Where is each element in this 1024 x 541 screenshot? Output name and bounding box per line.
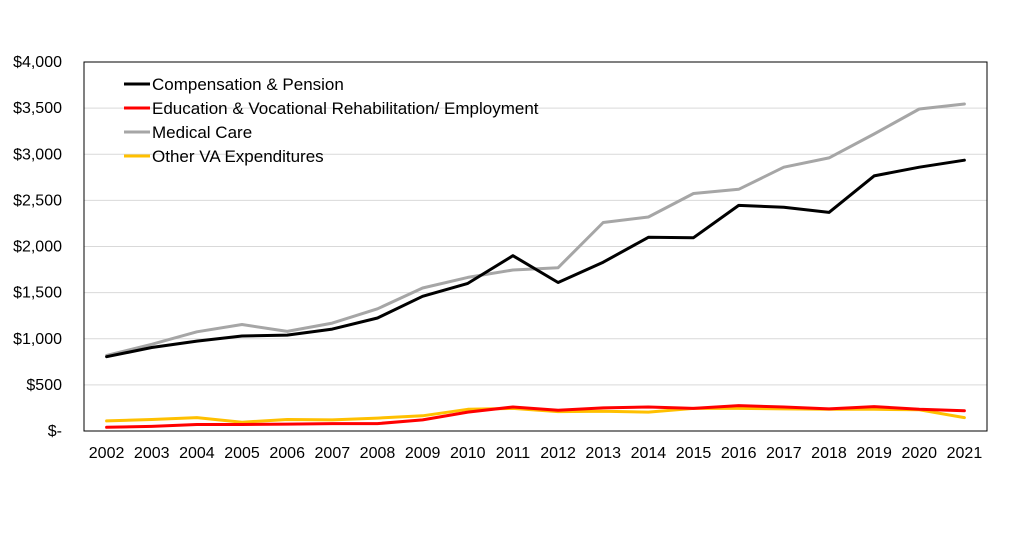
x-tick-label: 2021 (947, 445, 983, 462)
y-tick-label: $- (48, 423, 62, 440)
legend-label: Compensation & Pension (152, 75, 344, 94)
x-tick-label: 2008 (360, 445, 396, 462)
x-tick-label: 2013 (585, 445, 621, 462)
y-tick-label: $3,000 (13, 146, 62, 163)
x-tick-label: 2010 (450, 445, 486, 462)
x-axis-tick-labels: 2002 2003 2004 2005 2006 2007 2008 2009 2010 2011… (89, 445, 983, 462)
x-tick-label: 2017 (766, 445, 802, 462)
series-lines (105, 102, 966, 429)
y-tick-label: $4,000 (13, 54, 62, 71)
y-axis-tick-labels: $- $500 $1,000 $1,500 $2,000 $2,500 $3,000 $3,5… (13, 54, 62, 440)
x-tick-label: 2019 (856, 445, 892, 462)
x-tick-label: 2004 (179, 445, 215, 462)
x-tick-label: 2015 (676, 445, 712, 462)
legend: Compensation & Pension Education & Vocati… (124, 75, 539, 166)
x-tick-label: 2016 (721, 445, 757, 462)
legend-label: Medical Care (152, 123, 252, 142)
x-tick-label: 2018 (811, 445, 847, 462)
plot-area-border (83, 61, 988, 432)
x-tick-label: 2012 (540, 445, 576, 462)
gridlines (84, 107, 987, 386)
x-tick-label: 2009 (405, 445, 441, 462)
legend-label: Other VA Expenditures (152, 147, 324, 166)
x-tick-label: 2014 (631, 445, 667, 462)
x-tick-label: 2011 (496, 445, 531, 462)
x-tick-label: 2003 (134, 445, 170, 462)
x-tick-label: 2007 (315, 445, 351, 462)
y-tick-label: $2,000 (13, 239, 62, 256)
x-tick-label: 2002 (89, 445, 125, 462)
legend-label: Education & Vocational Rehabilitation/ E… (152, 99, 539, 118)
series-line-other-va-expenditures (105, 406, 966, 424)
series-line-education-vocational-rehabilitation-employment (105, 404, 966, 429)
y-tick-label: $500 (26, 377, 62, 394)
x-tick-label: 2020 (901, 445, 937, 462)
y-tick-label: $1,500 (13, 285, 62, 302)
x-tick-label: 2006 (269, 445, 305, 462)
y-tick-label: $1,000 (13, 331, 62, 348)
y-tick-label: $2,500 (13, 192, 62, 209)
series-line-compensation-pension (105, 158, 966, 359)
y-tick-label: $3,500 (13, 100, 62, 117)
x-tick-label: 2005 (224, 445, 260, 462)
